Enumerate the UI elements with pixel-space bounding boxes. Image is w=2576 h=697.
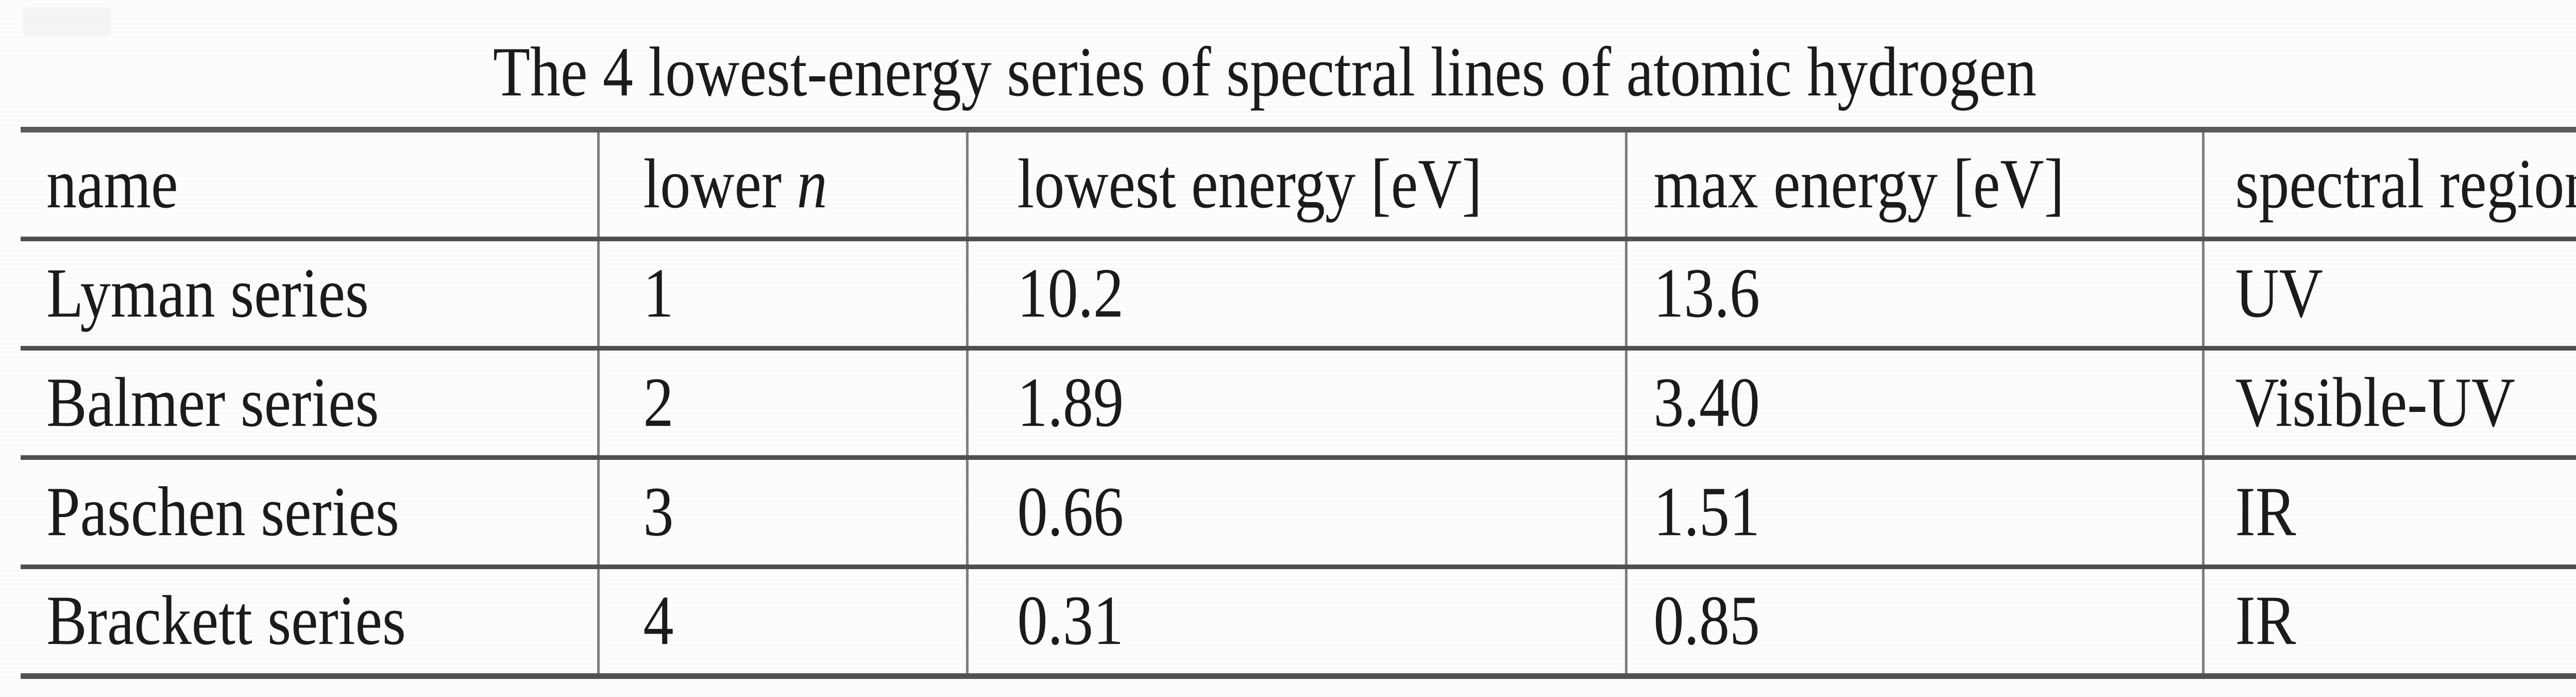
cell-spectral-region: IR bbox=[2201, 565, 2576, 676]
cell-lower-n: 4 bbox=[597, 565, 967, 676]
cell-name: Balmer series bbox=[21, 346, 598, 458]
cell-spectral-region: Visible-UV bbox=[2201, 346, 2576, 458]
spectral-series-table: name lower n lowest energy [eV] max ener… bbox=[21, 127, 2576, 679]
cell-lowest-energy: 10.2 bbox=[965, 237, 1626, 348]
cell-lower-n: 1 bbox=[597, 237, 967, 348]
cell-spectral-region: UV bbox=[2201, 237, 2576, 348]
cell-name: Lyman series bbox=[21, 237, 598, 348]
scan-artifact bbox=[23, 7, 111, 36]
table-row: Brackett series 4 0.31 0.85 IR bbox=[21, 565, 2576, 676]
cell-lowest-energy: 1.89 bbox=[965, 346, 1626, 458]
cell-lower-n: 3 bbox=[597, 455, 967, 567]
table-row: Lyman series 1 10.2 13.6 UV bbox=[21, 237, 2576, 348]
cell-lower-n: 2 bbox=[597, 346, 967, 458]
table-caption: The 4 lowest-energy series of spectral l… bbox=[493, 32, 2037, 111]
cell-max-energy: 3.40 bbox=[1624, 346, 2203, 458]
table-caption-wrap: The 4 lowest-energy series of spectral l… bbox=[21, 19, 2509, 127]
cell-spectral-region: IR bbox=[2201, 455, 2576, 567]
cell-name: Paschen series bbox=[21, 455, 598, 567]
col-header-name: name bbox=[46, 144, 178, 223]
col-header-lower-n: lower n bbox=[597, 129, 967, 239]
cell-max-energy: 13.6 bbox=[1624, 237, 2203, 348]
cell-max-energy: 1.51 bbox=[1624, 455, 2203, 567]
table-row: Balmer series 2 1.89 3.40 Visible-UV bbox=[21, 346, 2576, 458]
col-header-max-energy: max energy [eV] bbox=[1624, 129, 2203, 239]
cell-lowest-energy: 0.66 bbox=[965, 455, 1626, 567]
italic-n: n bbox=[796, 144, 827, 223]
cell-max-energy: 0.85 bbox=[1624, 565, 2203, 676]
cell-lowest-energy: 0.31 bbox=[965, 565, 1626, 676]
col-header-lowest-energy: lowest energy [eV] bbox=[965, 129, 1626, 239]
cell-name: Brackett series bbox=[21, 565, 598, 676]
header-row: name lower n lowest energy [eV] max ener… bbox=[21, 129, 2576, 239]
table-row: Paschen series 3 0.66 1.51 IR bbox=[21, 455, 2576, 567]
col-header-spectral-region: spectral region bbox=[2201, 129, 2576, 239]
